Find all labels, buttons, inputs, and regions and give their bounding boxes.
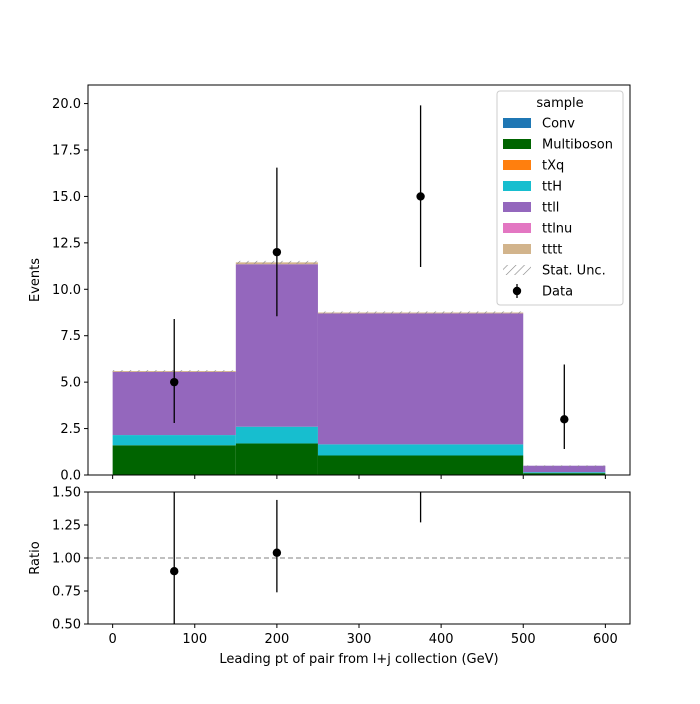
legend-label: ttll <box>542 201 559 216</box>
x-tick-label: 300 <box>347 632 372 647</box>
legend-swatch <box>503 160 531 170</box>
legend-label: tttt <box>542 243 562 258</box>
legend: sample Conv Multiboson tXq ttH ttll ttlnu tttt S… <box>496 90 624 306</box>
bar-tth-bin-2 <box>317 444 524 456</box>
x-tick-label: 0 <box>108 632 116 647</box>
legend-label: Conv <box>542 117 575 132</box>
legend-label: tXq <box>542 159 564 174</box>
ratio-y-tick-label: 1.50 <box>52 486 81 501</box>
ratio-y-tick-label: 1.00 <box>52 552 81 567</box>
bar-ttll-bin-3 <box>523 465 606 473</box>
ratio-y-tick-label: 0.50 <box>52 618 81 633</box>
x-tick-label: 100 <box>182 632 207 647</box>
x-tick-label: 400 <box>429 632 454 647</box>
legend-title: sample <box>536 96 583 111</box>
bar-multiboson-bin-3 <box>523 473 606 475</box>
legend-label: Stat. Unc. <box>542 264 606 279</box>
ratio-point <box>170 567 179 576</box>
data-point <box>170 377 179 387</box>
ratio-y-tick-label: 1.25 <box>52 519 81 534</box>
legend-swatch <box>503 244 531 254</box>
y-tick-label: 12.5 <box>52 236 81 251</box>
y-tick-label: 10.0 <box>52 283 81 298</box>
bar-tth-bin-0 <box>112 435 236 446</box>
x-tick-label: 500 <box>511 632 536 647</box>
y-axis-label: Events <box>28 258 43 302</box>
x-tick-label: 600 <box>593 632 618 647</box>
legend-swatch <box>503 181 531 191</box>
y-tick-label: 0.0 <box>60 469 81 484</box>
data-point <box>416 192 425 201</box>
legend-swatch <box>503 223 531 233</box>
x-axis-label: Leading pt of pair from l+j collection (… <box>219 652 498 667</box>
stat-unc-band-bin-3 <box>523 465 606 467</box>
y-tick-label: 2.5 <box>60 422 81 437</box>
legend-label: ttlnu <box>542 222 572 237</box>
bar-ttll-bin-2 <box>317 313 524 445</box>
legend-swatch-hatch <box>503 265 531 275</box>
legend-label: Multiboson <box>542 138 613 153</box>
data-point <box>560 415 569 424</box>
bar-multiboson-bin-1 <box>235 443 318 475</box>
stat-unc-band-bin-2 <box>317 311 524 314</box>
bar-tth-bin-3 <box>523 472 606 474</box>
legend-label: ttH <box>542 180 562 195</box>
legend-data-marker <box>512 286 522 296</box>
data-point <box>272 247 282 257</box>
ratio-y-axis-label: Ratio <box>28 541 43 574</box>
legend-label: Data <box>542 285 573 300</box>
y-tick-label: 5.0 <box>60 376 81 391</box>
bar-tth-bin-1 <box>235 426 318 444</box>
ratio-y-tick-label: 0.75 <box>52 585 81 600</box>
y-tick-label: 17.5 <box>52 144 81 159</box>
ratio-plot-area <box>88 492 630 624</box>
bar-multiboson-bin-0 <box>112 445 236 475</box>
legend-swatch <box>503 202 531 212</box>
x-tick-label: 200 <box>264 632 289 647</box>
y-tick-label: 7.5 <box>60 329 81 344</box>
y-tick-label: 15.0 <box>52 190 81 205</box>
ratio-panel: 0.50 0.75 1.00 1.25 1.50 0 100 200 300 400 500 600 <box>52 486 631 647</box>
legend-swatch <box>503 118 531 128</box>
ratio-point <box>272 548 282 557</box>
legend-swatch <box>503 139 531 149</box>
y-tick-label: 20.0 <box>52 97 81 112</box>
main-panel: 0.0 2.5 5.0 7.5 10.0 12.5 15.0 17.5 20.0 sample Co… <box>52 84 631 484</box>
bar-multiboson-bin-2 <box>317 455 524 475</box>
